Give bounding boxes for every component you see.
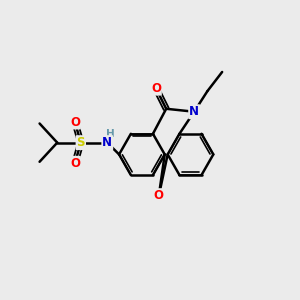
Text: O: O [70,157,80,170]
Text: S: S [76,136,85,149]
Text: N: N [189,105,199,118]
Text: O: O [151,82,161,95]
Text: N: N [102,136,112,149]
Text: O: O [154,189,164,202]
Text: H: H [106,129,115,140]
Text: O: O [70,116,80,128]
